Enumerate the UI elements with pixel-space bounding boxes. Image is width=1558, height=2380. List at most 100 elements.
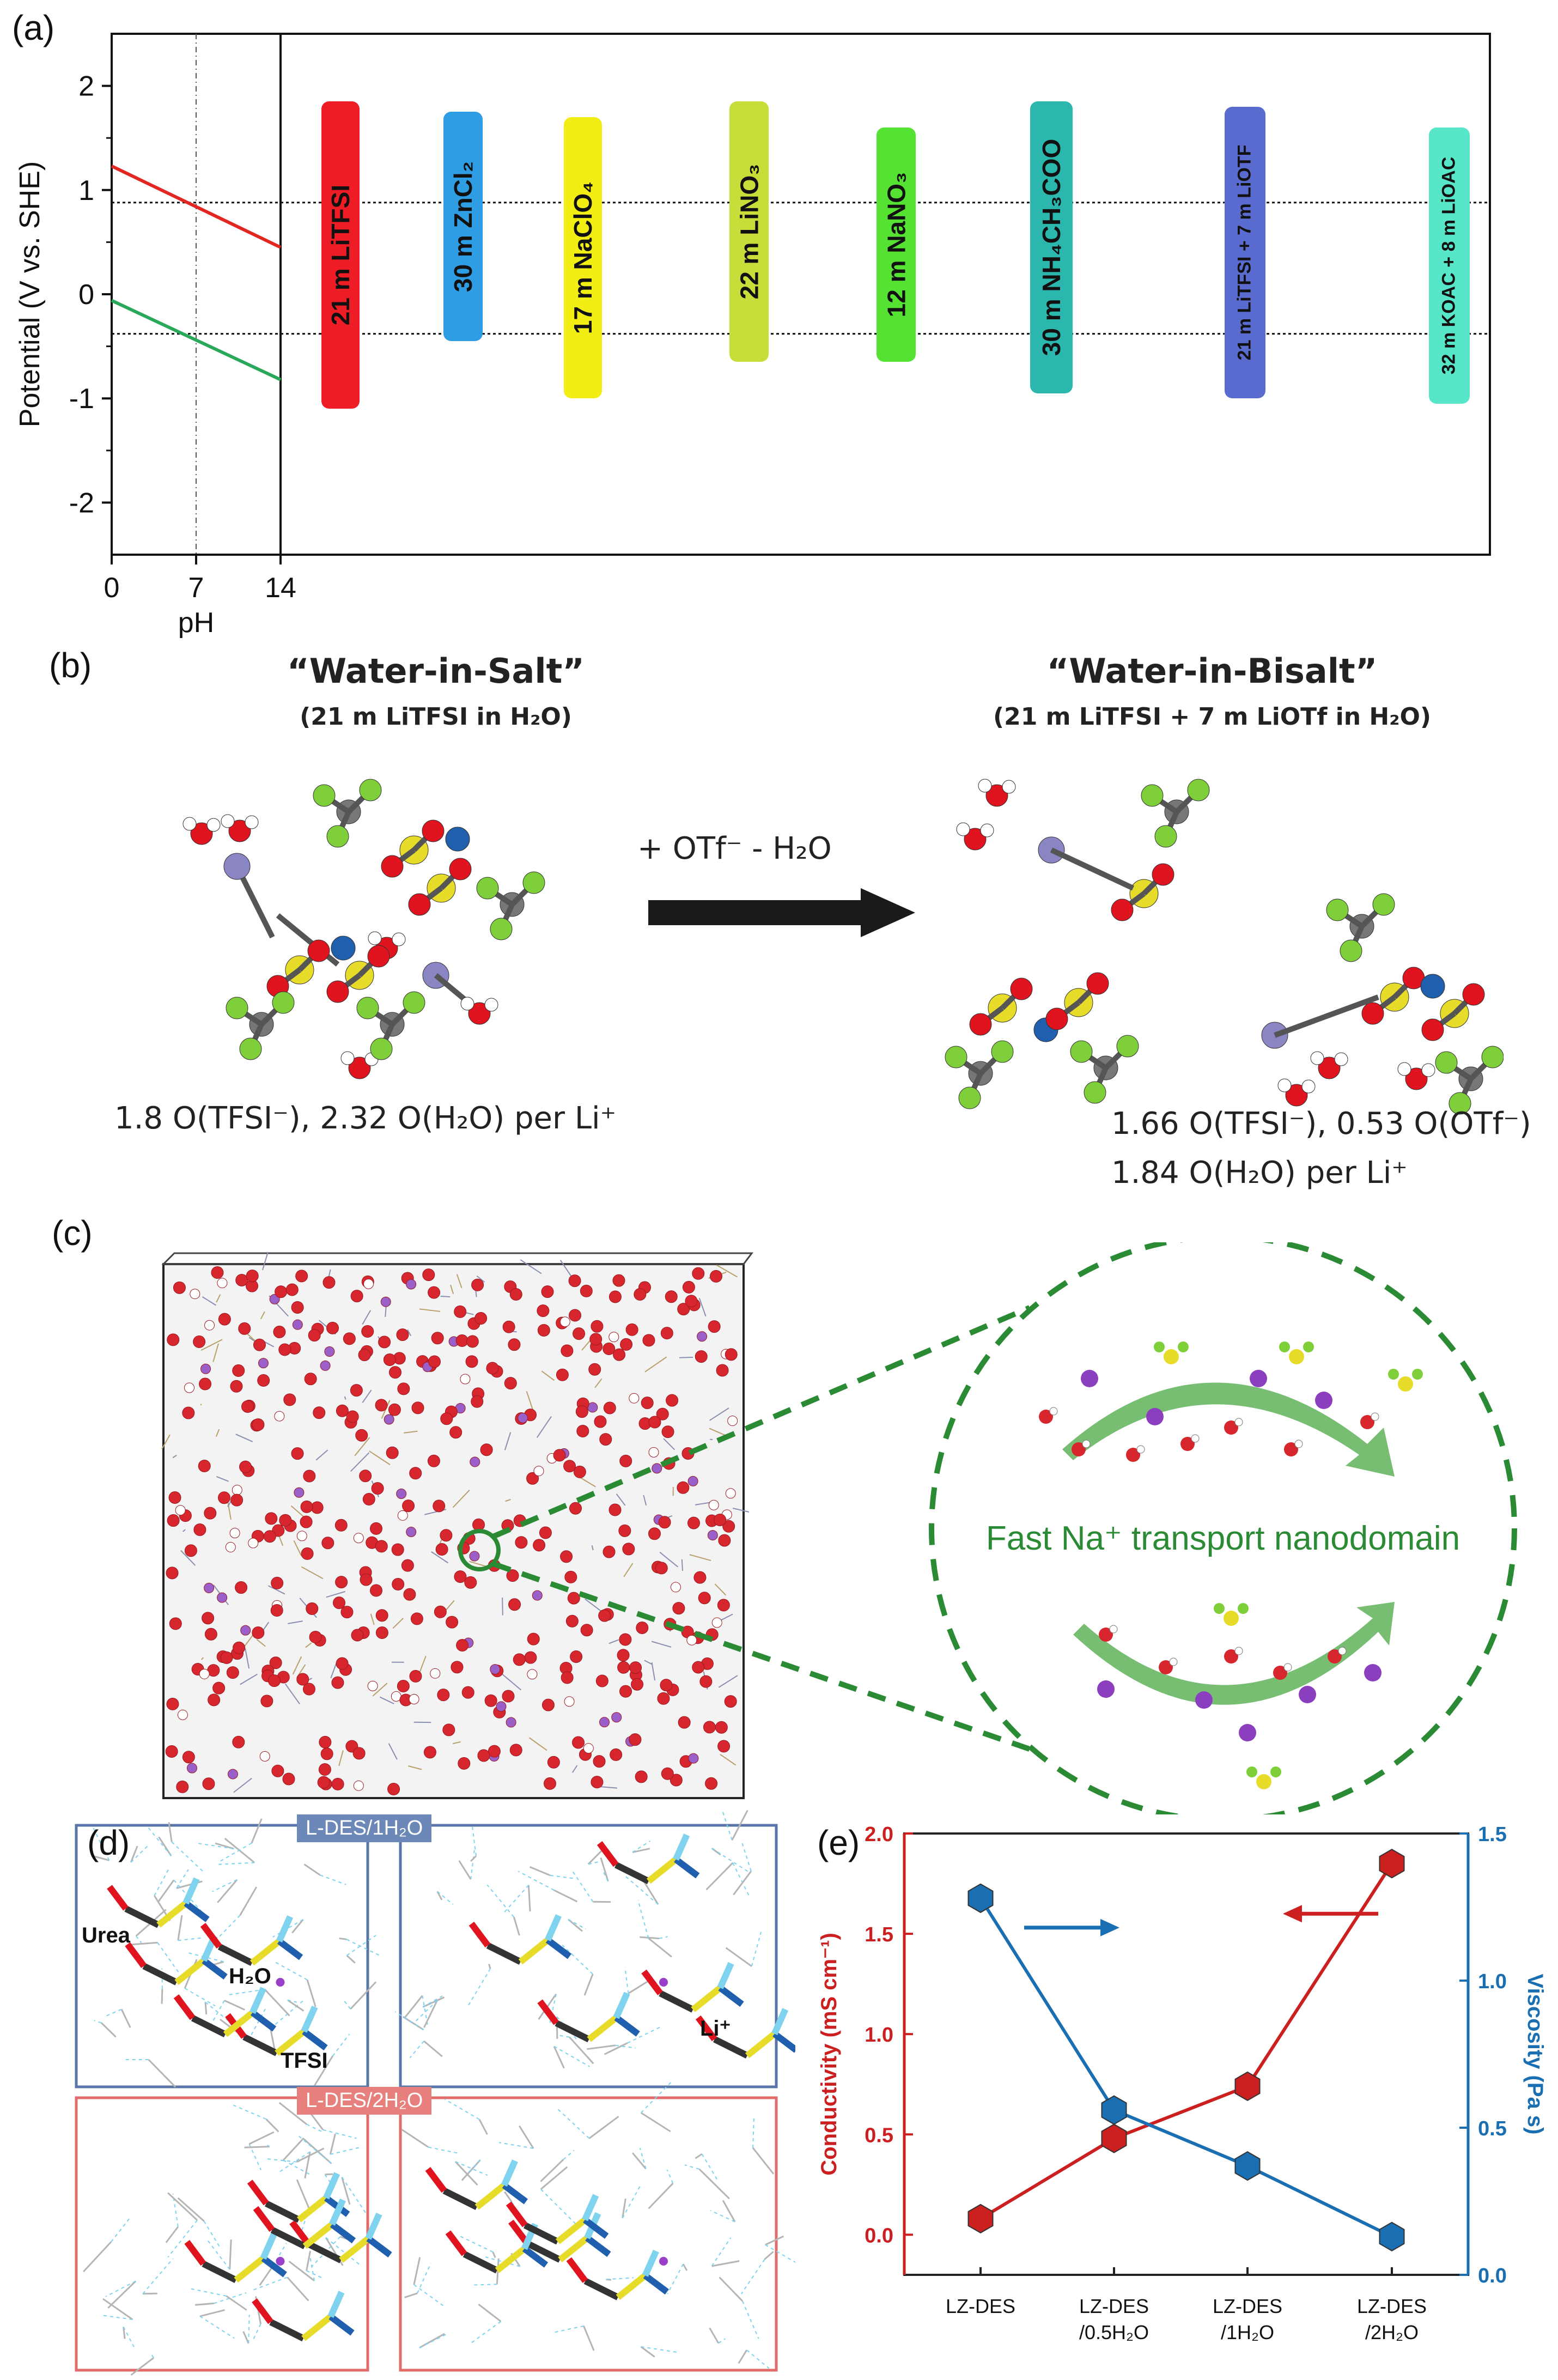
- atom: [657, 1692, 670, 1705]
- fluorine: [1214, 1603, 1225, 1614]
- background-molecule: [725, 1947, 752, 1967]
- hydrogen-bond: [322, 2129, 357, 2139]
- highlight-circle: [458, 1529, 501, 1571]
- atom: [238, 1322, 251, 1335]
- atom: [346, 1410, 359, 1423]
- atom: [252, 1626, 265, 1640]
- background-molecule: [306, 1980, 317, 2007]
- background-molecule: [738, 2349, 748, 2364]
- hydrogen-bond: [306, 2123, 322, 2133]
- background-molecule: [303, 2138, 332, 2164]
- water-h: [1169, 1657, 1178, 1666]
- y-tick-label: 0: [78, 279, 94, 311]
- chain-fragment: [392, 1618, 404, 1629]
- atom: [490, 1664, 501, 1675]
- atom: [502, 1320, 515, 1333]
- atom: [232, 1485, 242, 1496]
- atom: [980, 823, 994, 837]
- chain-fragment: [720, 1753, 737, 1766]
- right-tick-label: 0.5: [1478, 2117, 1507, 2140]
- hydrogen-bond: [468, 2159, 481, 2173]
- atom: [496, 1701, 507, 1712]
- chain-fragment: [305, 1642, 312, 1648]
- water-o: [1099, 1628, 1113, 1642]
- atom: [634, 1288, 647, 1301]
- background-molecule: [705, 1862, 734, 1891]
- background-molecule: [303, 1863, 321, 1876]
- atom: [695, 1350, 708, 1363]
- hydrogen-bond: [135, 1935, 142, 1944]
- atom: [353, 1533, 364, 1544]
- background-molecule: [454, 2161, 478, 2186]
- atom: [573, 1327, 586, 1340]
- stick: [582, 2194, 599, 2221]
- water-in-bisalt-title: “Water-in-Bisalt”: [1046, 651, 1378, 691]
- atom: [1045, 1007, 1068, 1030]
- water-in-bisalt-solvation-structure: [945, 779, 1504, 1115]
- background-molecule: [168, 1822, 173, 1842]
- atom: [547, 1756, 560, 1769]
- chain-fragment: [369, 1450, 391, 1465]
- atom: [714, 1514, 727, 1527]
- zoom-line-top: [492, 1305, 1031, 1539]
- bond: [434, 973, 471, 1005]
- water-o: [1072, 1442, 1086, 1456]
- data-point-conductivity: [1234, 2071, 1261, 2102]
- atom: [561, 1671, 574, 1684]
- stick: [508, 2219, 530, 2245]
- hydrogen-bond: [711, 2237, 732, 2267]
- stick: [191, 2015, 227, 2038]
- atom: [283, 1393, 296, 1406]
- stick: [673, 1833, 690, 1861]
- atom: [383, 1353, 396, 1366]
- stick: [275, 2029, 306, 2056]
- stick: [142, 1963, 178, 1986]
- background-molecule: [194, 2302, 214, 2306]
- hydrogen-bond: [765, 2244, 795, 2263]
- chain-fragment: [407, 1329, 412, 1337]
- atom: [612, 1274, 625, 1287]
- chain-fragment: [385, 1305, 387, 1317]
- background-molecule: [583, 1974, 594, 1996]
- background-molecule: [291, 1918, 304, 1934]
- hydrogen-bond: [203, 2220, 222, 2249]
- background-molecule: [120, 2009, 131, 2028]
- electrolyte-label: 12 m NaNO₃: [882, 172, 911, 318]
- atom: [964, 828, 987, 851]
- atom: [239, 1460, 252, 1473]
- hydrogen-bond: [553, 2045, 590, 2067]
- atom: [340, 1051, 355, 1065]
- atom: [371, 1482, 384, 1495]
- atom: [403, 991, 425, 1014]
- atom: [455, 1334, 468, 1347]
- x-tick-label: /2H₂O: [1365, 2321, 1419, 2343]
- atom: [560, 1550, 573, 1563]
- water-h: [1234, 1647, 1243, 1655]
- electrolyte-label: 21 m LiTFSI: [326, 185, 355, 326]
- stick: [526, 2240, 562, 2263]
- background-molecule: [107, 2280, 137, 2309]
- atom: [211, 1266, 224, 1279]
- atom: [460, 1374, 471, 1385]
- hydrogen-bond: [211, 2000, 225, 2025]
- water-h: [1109, 1625, 1118, 1634]
- background-molecule: [504, 2191, 513, 2202]
- background-molecule: [588, 2116, 619, 2139]
- background-molecule: [288, 2261, 315, 2282]
- atom: [652, 1463, 662, 1474]
- background-molecule: [513, 1916, 520, 1936]
- atom: [368, 931, 382, 945]
- atom: [1086, 972, 1109, 995]
- background-molecule: [640, 2112, 671, 2133]
- atom: [572, 1736, 585, 1749]
- atom: [619, 1685, 632, 1698]
- atom: [504, 1377, 517, 1390]
- hydrogen-bond: [701, 2153, 719, 2182]
- atom: [275, 1285, 288, 1298]
- background-molecule: [731, 1810, 748, 1841]
- atom: [230, 1493, 244, 1507]
- stick: [223, 2010, 255, 2037]
- electrolyte-label: 32 m KOAC + 8 m LiOAC: [1438, 156, 1459, 375]
- background-molecule: [248, 2131, 275, 2145]
- atom: [229, 1528, 240, 1539]
